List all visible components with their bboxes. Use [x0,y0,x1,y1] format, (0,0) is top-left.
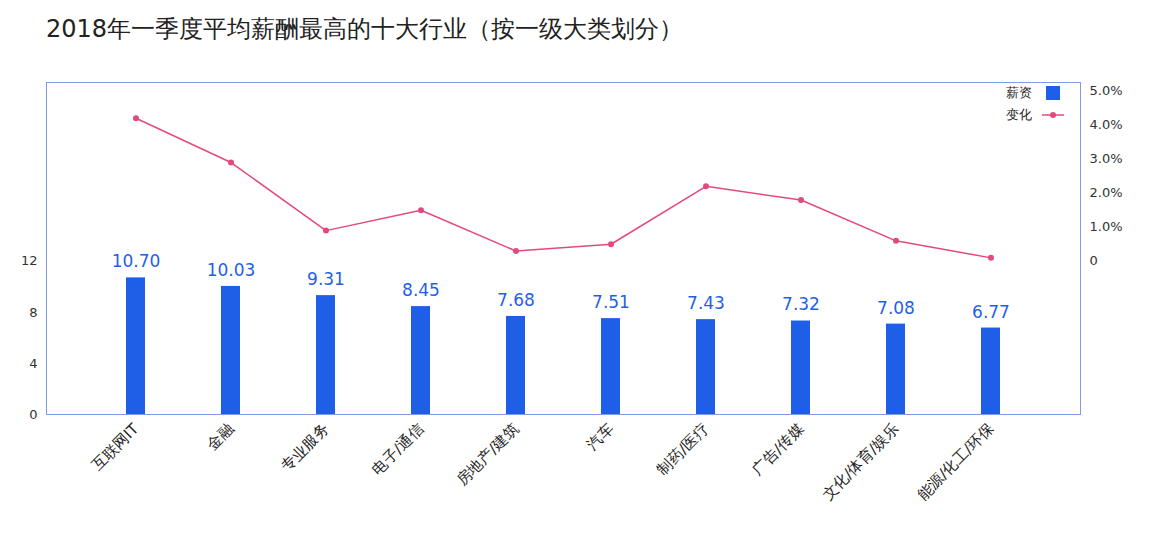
html-text:2018年一季度平均薪酬最高的十大行业（按一级大类划分）: 2018年一季度平均薪酬最高的十大行业（按一级大类划分） [46,15,684,43]
svg-text:能源/化工/环保: 能源/化工/环保 [914,420,998,504]
svg-text:6.77: 6.77 [972,301,1010,321]
svg-text:8.45: 8.45 [402,280,440,300]
svg-text:电子/通信: 电子/通信 [368,420,427,479]
svg-text:7.51: 7.51 [592,292,630,312]
svg-text:3.0%: 3.0% [1090,151,1123,166]
html-text:薪资: 薪资 [1006,85,1032,100]
svg-text:10.70: 10.70 [112,251,161,271]
svg-text:9.31: 9.31 [307,269,345,289]
svg-text:房地产/建筑: 房地产/建筑 [453,420,522,489]
svg-text:汽车: 汽车 [583,420,617,454]
svg-text:0: 0 [1090,253,1098,268]
svg-text:0: 0 [29,407,37,422]
svg-text:专业服务: 专业服务 [277,420,332,475]
svg-text:7.68: 7.68 [497,290,535,310]
svg-text:7.43: 7.43 [687,293,725,313]
svg-text:8: 8 [29,305,37,320]
svg-text:1.0%: 1.0% [1090,219,1123,234]
svg-text:10.03: 10.03 [207,260,256,280]
svg-text:广告/传媒: 广告/传媒 [748,420,807,479]
html-text:变化: 变化 [1006,107,1032,122]
svg-text:金融: 金融 [203,420,237,454]
svg-text:12: 12 [21,253,38,268]
svg-text:4.0%: 4.0% [1090,117,1123,132]
svg-text:互联网IT: 互联网IT [88,419,143,474]
svg-text:5.0%: 5.0% [1090,83,1123,98]
svg-text:2.0%: 2.0% [1090,185,1123,200]
svg-text:4: 4 [29,356,37,371]
svg-text:7.08: 7.08 [877,298,915,318]
svg-text:7.32: 7.32 [782,294,820,314]
svg-text:文化/体育/娱乐: 文化/体育/娱乐 [819,420,903,504]
svg-text:制药/医疗: 制药/医疗 [653,420,712,479]
